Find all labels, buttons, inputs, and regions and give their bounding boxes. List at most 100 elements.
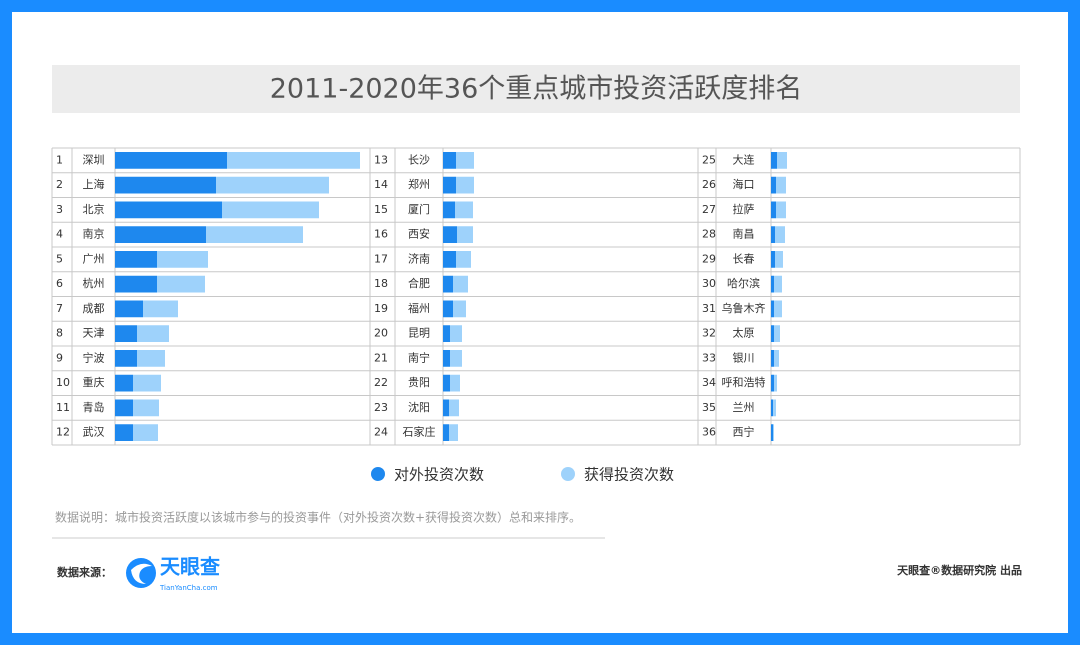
city: 大连 — [733, 152, 755, 166]
bar-segment — [115, 176, 216, 194]
bar-segment — [443, 275, 453, 293]
brand: 天眼查 — [160, 555, 220, 579]
bar-segment — [115, 424, 133, 441]
city: 北京 — [83, 202, 105, 216]
city: 济南 — [408, 251, 430, 265]
city: 成都 — [83, 302, 105, 315]
bar-segment — [206, 226, 303, 243]
city: 深圳 — [83, 153, 105, 166]
rank: 15 — [374, 203, 388, 216]
city: 南京 — [83, 227, 105, 241]
bar-segment — [443, 201, 455, 219]
bar-segment — [456, 176, 474, 194]
bar-segment — [771, 374, 774, 392]
city: 拉萨 — [733, 202, 755, 216]
bar-segment — [771, 399, 773, 417]
bar-segment — [775, 226, 785, 243]
rank: 1 — [56, 153, 63, 166]
city: 杭州 — [83, 276, 105, 290]
bar-segment — [216, 176, 329, 194]
city: 南宁 — [408, 350, 430, 364]
bar-segment — [771, 201, 776, 219]
rank: 2 — [56, 178, 63, 191]
bar-segment — [157, 275, 205, 293]
rank: 6 — [56, 277, 63, 290]
city: 昆明 — [408, 327, 430, 340]
bar-segment — [771, 152, 777, 169]
rank: 19 — [374, 302, 388, 315]
bar-segment — [133, 374, 161, 392]
rank: 35 — [702, 401, 716, 414]
rank: 31 — [702, 302, 716, 315]
bar-segment — [775, 251, 783, 268]
rank: 33 — [702, 351, 716, 364]
bar-segment — [133, 399, 159, 417]
bar-segment — [227, 152, 360, 169]
bar-segment — [449, 399, 459, 417]
bar-segment — [115, 275, 157, 293]
city: 太原 — [733, 327, 755, 340]
bar-segment — [774, 325, 780, 342]
bar-segment — [443, 226, 457, 243]
legend-label: 对外投资次数 — [394, 466, 484, 484]
rank: 16 — [374, 228, 388, 241]
bar-segment — [453, 300, 466, 318]
rank: 24 — [374, 426, 388, 439]
rank: 27 — [702, 203, 716, 216]
bar-segment — [771, 226, 775, 243]
bar-segment — [115, 152, 227, 169]
logo-swirl — [131, 563, 152, 584]
bar-segment — [222, 201, 319, 219]
rank: 29 — [702, 252, 716, 265]
city: 兰州 — [733, 401, 755, 414]
bar-segment — [443, 300, 453, 318]
bar-segment — [773, 399, 776, 417]
bar-segment — [137, 350, 165, 367]
city: 厦门 — [408, 202, 430, 216]
rank: 23 — [374, 401, 388, 414]
city: 长沙 — [408, 153, 430, 166]
bar-segment — [450, 350, 462, 367]
bar-segment — [450, 374, 460, 392]
rank: 10 — [56, 376, 70, 389]
rank: 28 — [702, 228, 716, 241]
city: 广州 — [83, 252, 105, 265]
bar-segment — [776, 176, 786, 194]
city: 合肥 — [408, 276, 430, 290]
title-band — [52, 65, 1020, 113]
bar-segment — [115, 374, 133, 392]
bar-segment — [115, 300, 143, 318]
bar-segment — [443, 152, 456, 169]
city: 南昌 — [733, 228, 755, 241]
rank: 5 — [56, 252, 63, 265]
bar-segment — [771, 325, 774, 342]
bar-segment — [443, 374, 450, 392]
bar-segment — [133, 424, 158, 441]
brand-url: TianYanCha.com — [159, 584, 218, 592]
city: 西安 — [408, 227, 430, 241]
bar-segment — [143, 300, 178, 318]
rank: 20 — [374, 327, 388, 340]
rank: 3 — [56, 203, 63, 216]
city: 哈尔滨 — [727, 276, 760, 290]
bar-segment — [157, 251, 208, 268]
bar-segment — [453, 275, 468, 293]
city: 贵阳 — [408, 376, 430, 389]
city: 郑州 — [408, 177, 430, 191]
rank: 21 — [374, 351, 388, 364]
rank: 17 — [374, 252, 388, 265]
city: 宁波 — [83, 350, 105, 364]
city: 石家庄 — [403, 425, 436, 439]
legend-swatch — [371, 467, 385, 481]
city: 上海 — [83, 177, 105, 191]
bar-segment — [443, 399, 449, 417]
bar-segment — [443, 176, 456, 194]
bar-segment — [456, 251, 471, 268]
city: 银川 — [733, 350, 755, 364]
rank: 25 — [702, 153, 716, 166]
bar-segment — [774, 374, 777, 392]
bar-segment — [771, 251, 775, 268]
rank: 12 — [56, 426, 70, 439]
rank: 32 — [702, 327, 716, 340]
